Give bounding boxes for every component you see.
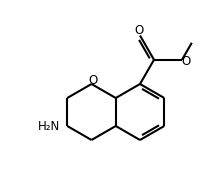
Text: O: O	[88, 74, 97, 87]
Text: O: O	[134, 24, 144, 37]
Text: O: O	[181, 55, 191, 68]
Text: H₂N: H₂N	[38, 120, 60, 133]
